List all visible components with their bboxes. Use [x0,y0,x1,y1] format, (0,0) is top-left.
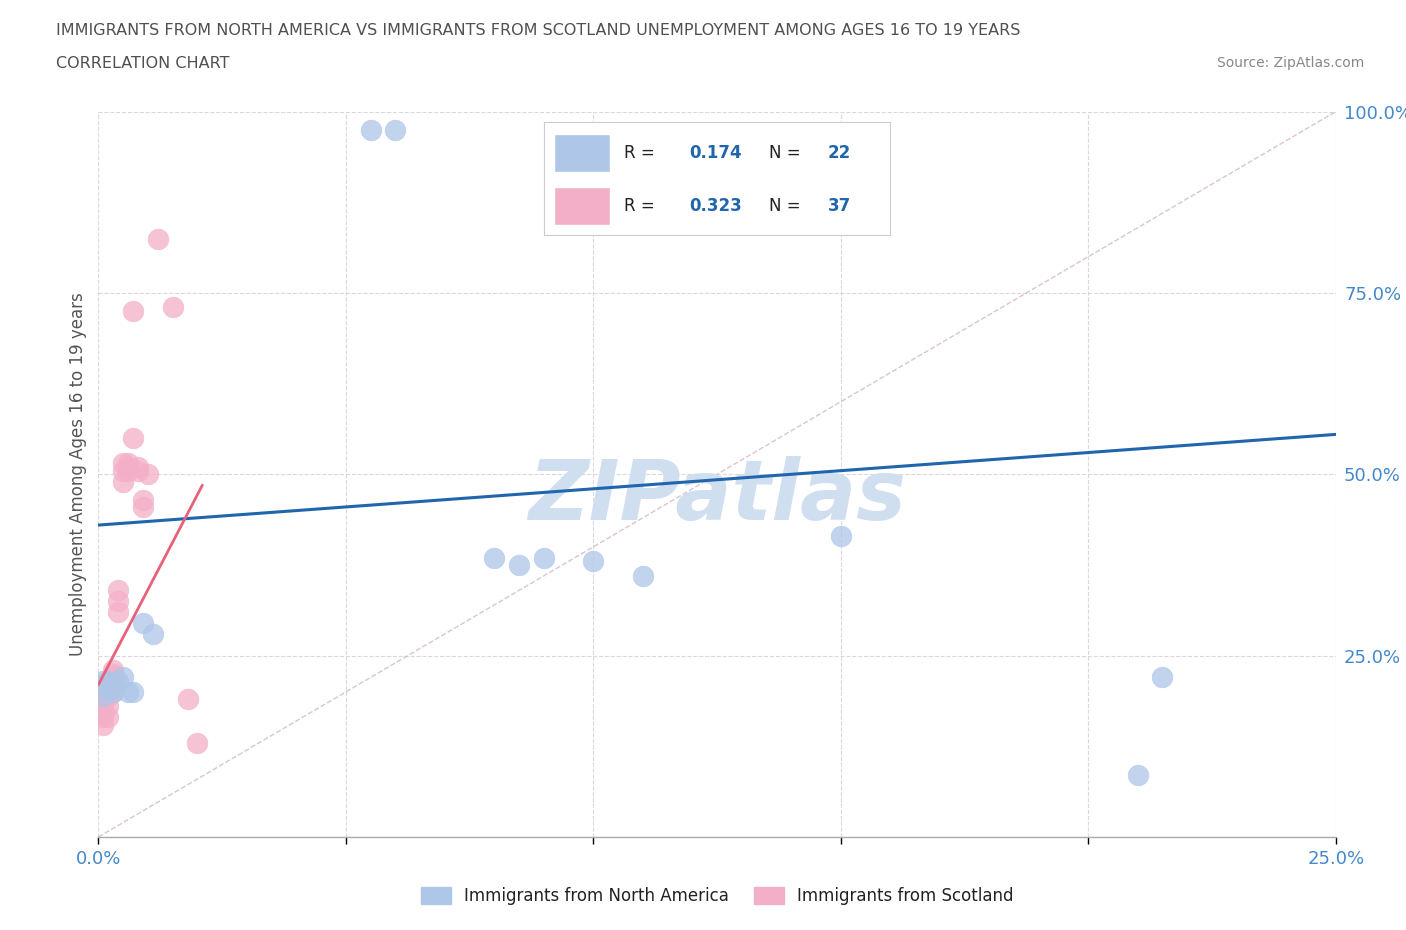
Point [136,467,159,482]
Point [142,627,165,642]
Point [122,303,145,318]
Point [146,232,169,246]
Legend: Immigrants from North America, Immigrants from Scotland: Immigrants from North America, Immigrant… [413,881,1021,912]
Point [107,673,129,688]
Point [132,616,155,631]
Point [103,684,125,699]
Point [103,677,125,692]
Point [103,673,125,688]
Y-axis label: Unemployment Among Ages 16 to 19 years: Unemployment Among Ages 16 to 19 years [69,292,87,657]
Point [93,710,115,724]
Point [582,554,605,569]
Point [162,300,184,315]
Point [93,696,115,711]
Point [107,583,129,598]
Point [484,551,506,565]
Point [186,736,208,751]
Point [97,673,120,688]
Point [97,688,120,703]
Point [533,551,555,565]
Point [112,463,135,478]
Point [97,681,120,696]
Point [122,684,145,699]
Point [360,123,382,138]
Point [830,528,852,543]
Point [117,463,139,478]
Point [1152,670,1174,684]
Point [103,666,125,681]
Point [103,670,125,684]
Point [122,431,145,445]
Point [103,663,125,678]
Text: Source: ZipAtlas.com: Source: ZipAtlas.com [1216,56,1364,70]
Point [93,673,115,688]
Point [117,456,139,471]
Point [93,677,115,692]
Point [127,459,149,474]
Point [93,717,115,732]
Point [97,710,120,724]
Text: CORRELATION CHART: CORRELATION CHART [56,56,229,71]
Point [93,688,115,703]
Point [127,463,149,478]
Point [176,692,198,707]
Point [112,456,135,471]
Point [93,703,115,718]
Point [631,568,654,583]
Point [132,492,155,507]
Point [384,123,406,138]
Point [1126,768,1149,783]
Point [112,474,135,489]
Point [107,604,129,619]
Point [103,684,125,699]
Point [117,459,139,474]
Text: IMMIGRANTS FROM NORTH AMERICA VS IMMIGRANTS FROM SCOTLAND UNEMPLOYMENT AMONG AGE: IMMIGRANTS FROM NORTH AMERICA VS IMMIGRA… [56,23,1021,38]
Point [97,699,120,714]
Point [117,684,139,699]
Point [97,684,120,699]
Point [107,594,129,609]
Text: ZIPatlas: ZIPatlas [529,456,905,537]
Point [103,677,125,692]
Point [97,673,120,688]
Point [132,499,155,514]
Point [508,558,530,573]
Point [112,670,135,684]
Point [93,688,115,703]
